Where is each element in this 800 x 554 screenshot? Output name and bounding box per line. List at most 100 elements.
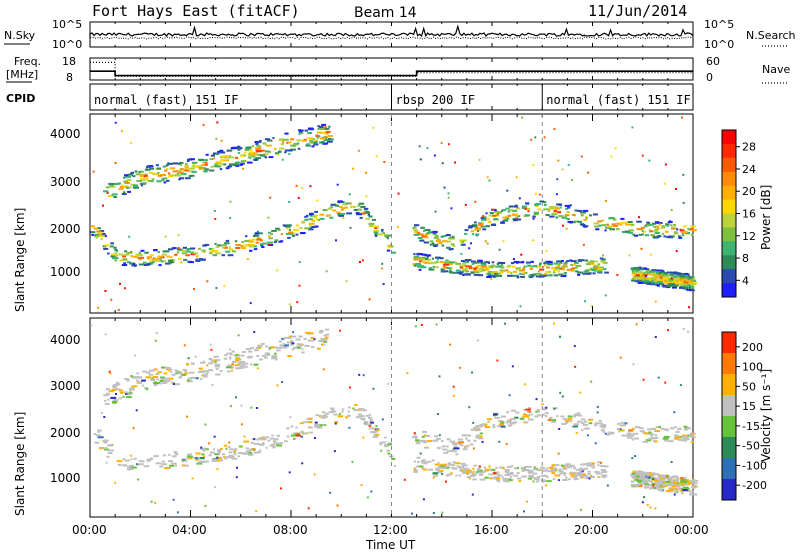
range-gate-mark [525,408,531,411]
range-gate-speckle [351,205,354,208]
range-gate-mark [241,241,244,243]
range-gate-mark [341,410,344,413]
range-gate-mark [265,150,270,153]
range-gate-mark [421,265,425,267]
range-gate-mark [122,255,126,258]
range-gate-mark [511,209,518,212]
range-gate-mark [316,218,319,221]
range-gate-mark [510,409,517,412]
range-gate-mark [647,221,650,224]
range-gate-mark [536,480,540,483]
noise-search-line [89,36,694,40]
range-gate-speckle [614,147,617,150]
range-gate-mark [496,263,500,265]
range-gate-speckle [255,510,258,513]
range-gate-mark [666,271,673,274]
range-gate-mark [158,264,162,267]
range-gate-mark [127,190,131,193]
range-gate-mark [286,227,289,230]
range-gate-speckle [130,141,132,144]
range-gate-speckle [276,153,279,156]
range-gate-mark [140,178,145,180]
range-gate-mark [261,436,264,439]
range-gate-mark [253,349,259,352]
range-gate-mark [162,382,167,384]
range-gate-mark [689,433,694,436]
range-gate-mark [672,488,678,491]
colorbar-swatch [722,227,736,242]
range-gate-mark [679,286,685,289]
range-gate-mark [258,449,262,452]
range-gate-mark [604,229,607,232]
range-gate-mark [280,143,285,146]
range-gate-mark [195,452,201,455]
range-gate-mark [509,422,516,425]
range-gate-mark [199,377,203,380]
range-gate-speckle [478,158,481,161]
range-gate-mark [635,426,641,429]
range-gate-mark [234,240,238,243]
range-gate-speckle [256,367,259,370]
range-gate-speckle [498,440,501,443]
colorbar-tick-label: 50 [742,380,756,393]
range-gate-mark [118,397,123,400]
range-gate-mark [445,445,449,448]
colorbar-tick-label: 24 [742,163,756,176]
range-gate-mark [584,463,589,466]
range-gate-mark [560,415,565,418]
range-gate-mark [359,216,363,219]
range-gate-mark [443,451,449,454]
range-gate-speckle [105,461,108,464]
range-gate-speckle [588,477,591,480]
range-gate-mark [422,430,427,433]
range-gate-mark [184,166,189,169]
range-gate-mark [141,379,146,382]
range-gate-mark [353,209,358,211]
range-gate-mark [166,255,170,258]
range-gate-mark [222,246,225,249]
range-gate-mark [176,173,179,176]
range-gate-speckle [670,461,673,463]
range-gate-mark [248,154,253,157]
range-gate-mark [665,223,670,226]
range-gate-mark [584,467,588,470]
range-gate-mark [420,439,427,442]
colorbar-swatch [722,374,736,396]
range-gate-mark [358,408,361,411]
range-gate-mark [654,228,658,231]
range-gate-mark [566,218,570,221]
cpid-segment-label: normal (fast) 151 IF [546,93,691,107]
range-gate-mark [443,263,449,266]
range-gate-mark [425,236,429,239]
range-gate-mark [414,255,420,258]
range-gate-mark [419,233,424,236]
range-gate-mark [233,450,236,453]
range-gate-mark [219,168,223,171]
range-gate-mark [663,480,666,483]
range-gate-mark [571,269,575,272]
range-gate-mark [493,218,498,220]
range-gate-mark [168,377,174,380]
range-gate-mark [352,407,355,410]
range-gate-mark [634,437,639,440]
range-gate-mark [203,251,206,253]
range-gate-speckle [359,261,361,263]
range-gate-mark [273,442,280,445]
range-gate-mark [671,480,675,483]
range-gate-mark [102,447,108,450]
range-gate-mark [658,425,661,428]
range-gate-mark [291,342,295,345]
range-gate-mark [191,161,198,164]
range-gate-speckle [657,376,660,379]
range-gate-mark [314,421,318,424]
range-gate-mark [358,202,365,205]
range-gate-mark [573,414,578,416]
range-gate-mark [479,474,484,476]
range-gate-mark [670,482,676,485]
range-gate-mark [113,384,119,386]
range-gate-speckle [229,348,232,351]
range-gate-mark [205,161,208,164]
range-gate-mark [169,174,175,177]
range-gate-mark [254,141,260,143]
range-gate-mark [413,432,416,435]
